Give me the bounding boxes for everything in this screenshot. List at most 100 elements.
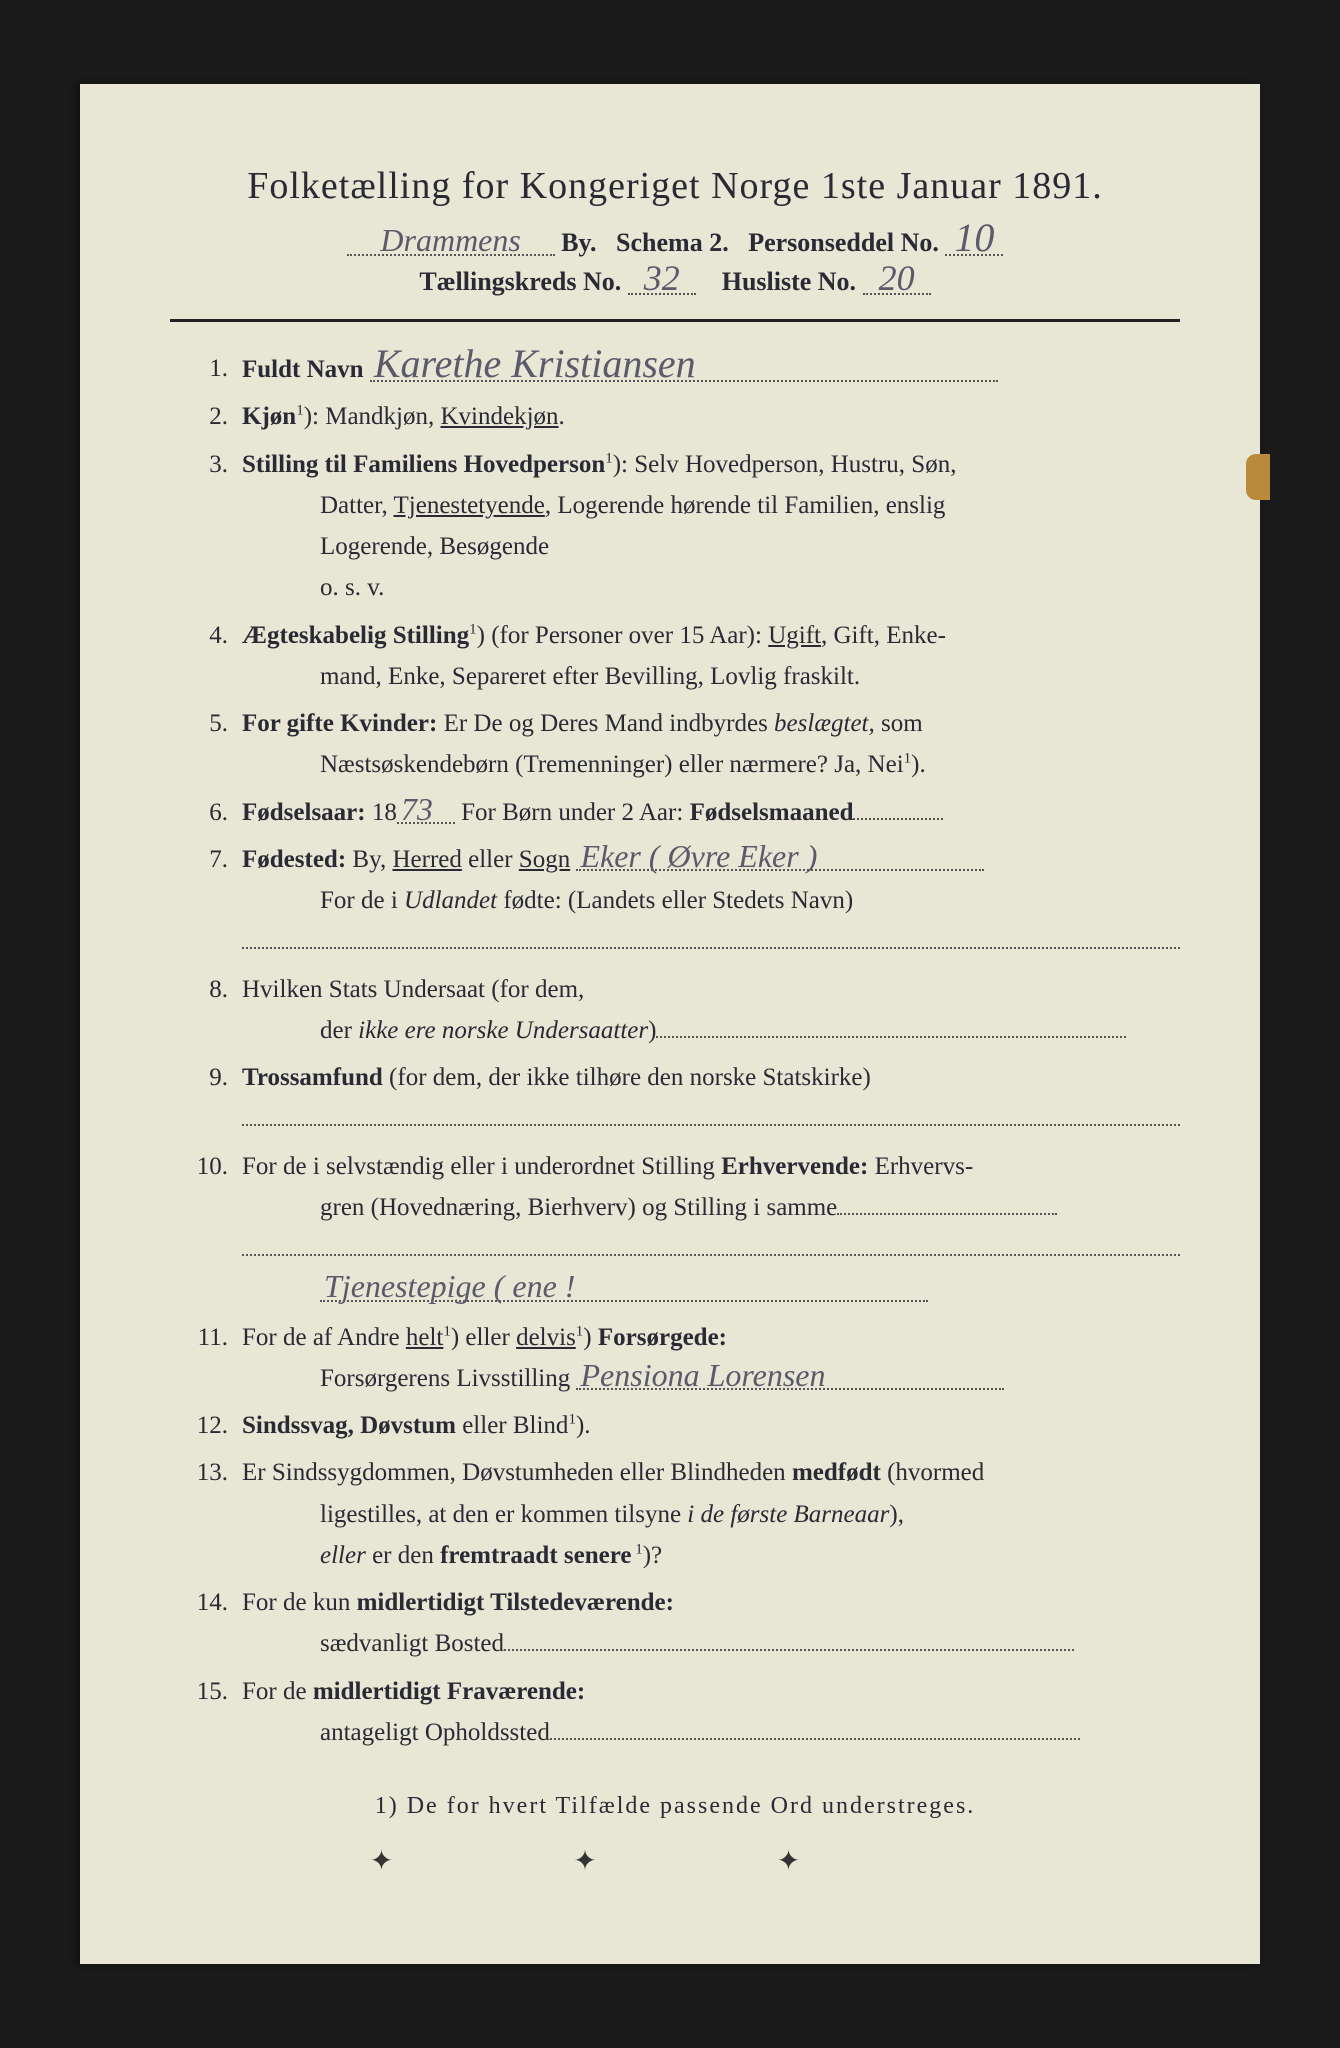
field-label: Fødselsaar:: [242, 799, 366, 826]
indent: eller er den fremtraadt senere 1)?: [320, 1542, 662, 1569]
item-num: 15.: [170, 1671, 242, 1754]
indent: Næstsøskendebørn (Tremenninger) eller næ…: [320, 751, 926, 778]
selected-option: Tjenestetyende: [394, 492, 545, 519]
item-3: 3. Stilling til Familiens Hovedperson1):…: [170, 444, 1180, 609]
item-body: For gifte Kvinder: Er De og Deres Mand i…: [242, 703, 1180, 786]
footnote: 1) De for hvert Tilfælde passende Ord un…: [170, 1793, 1180, 1820]
item-6: 6. Fødselsaar: 1873 For Børn under 2 Aar…: [170, 792, 1180, 833]
item-body: Fødested: By, Herred eller Sogn Eker ( Ø…: [242, 839, 1180, 963]
husliste-label: Husliste No.: [722, 267, 856, 296]
field-label: For gifte Kvinder:: [242, 710, 437, 737]
t: der: [320, 1017, 358, 1044]
item-5: 5. For gifte Kvinder: Er De og Deres Man…: [170, 703, 1180, 786]
t: Næstsøskendebørn (Tremenninger) eller næ…: [320, 751, 904, 778]
t: Erhvervs-: [868, 1153, 973, 1180]
field-label: Trossamfund: [242, 1064, 383, 1091]
t: ligestilles, at den er kommen tilsyne: [320, 1501, 687, 1528]
t: ).: [576, 1412, 591, 1439]
t: ),: [889, 1501, 904, 1528]
item-13: 13. Er Sindssygdommen, Døvstumheden elle…: [170, 1452, 1180, 1576]
field-label: Ægteskabelig Stilling: [242, 622, 469, 649]
sup: 1: [296, 403, 304, 419]
indent: ligestilles, at den er kommen tilsyne i …: [320, 1501, 904, 1528]
t: delvis: [516, 1324, 576, 1351]
field-text: Logerende, Besøgende: [320, 533, 549, 560]
field-text: gren (Hovednæring, Bierhverv) og Stillin…: [320, 1194, 837, 1221]
birthplace-handwritten: Eker ( Øvre Eker ): [576, 844, 984, 872]
item-num: 6.: [170, 792, 242, 833]
t: er den: [366, 1542, 440, 1569]
form-items: 1. Fuldt Navn Karethe Kristiansen 2. Kjø…: [170, 348, 1180, 1753]
dotfill: [837, 1213, 1057, 1215]
t: ).: [911, 751, 926, 778]
sup: 1: [605, 450, 613, 466]
t: For de i selvstændig eller i underordnet…: [242, 1153, 721, 1180]
t: midlertidigt Tilstedeværende:: [357, 1589, 674, 1616]
selected-option: Kvindekjøn: [440, 403, 558, 430]
field-label: Fuldt Navn: [242, 356, 364, 383]
form-title: Folketælling for Kongeriget Norge 1ste J…: [170, 164, 1180, 208]
dotfill: [853, 818, 943, 820]
t: som: [875, 710, 923, 737]
indent: der ikke ere norske Undersaatter): [320, 1017, 656, 1044]
personseddel-no: 10: [945, 222, 1003, 256]
item-num: 13.: [170, 1452, 242, 1576]
item-num: 2.: [170, 396, 242, 437]
item-num: 12.: [170, 1405, 242, 1446]
field-text: Hvilken Stats Undersaat (for dem,: [242, 976, 584, 1003]
t: , Gift, Enke-: [821, 622, 946, 649]
field-label: Sindssvag, Døvstum: [242, 1412, 456, 1439]
item-body: Fuldt Navn Karethe Kristiansen: [242, 348, 1180, 390]
item-num: 5.: [170, 703, 242, 786]
field-label: Fødselsmaaned: [690, 799, 854, 826]
t: helt: [406, 1324, 444, 1351]
item-body: Er Sindssygdommen, Døvstumheden eller Bl…: [242, 1452, 1180, 1576]
name-handwritten: Karethe Kristiansen: [370, 348, 998, 382]
item-body: Sindssvag, Døvstum eller Blind1).: [242, 1405, 1180, 1446]
t: fødte: (Landets eller Stedets Navn): [497, 887, 853, 914]
item-num: 1.: [170, 348, 242, 390]
item-12: 12. Sindssvag, Døvstum eller Blind1).: [170, 1405, 1180, 1446]
t: Er De og Deres Mand indbyrdes: [437, 710, 774, 737]
t: ikke ere norske Undersaatter: [358, 1017, 648, 1044]
field-label: Fødested:: [242, 846, 346, 873]
item-body: Trossamfund (for dem, der ikke tilhøre d…: [242, 1057, 1180, 1140]
item-body: Stilling til Familiens Hovedperson1): Se…: [242, 444, 1180, 609]
t: ): [648, 1017, 656, 1044]
item-2: 2. Kjøn1): Mandkjøn, Kvindekjøn.: [170, 396, 1180, 437]
mark-icon: ✦: [370, 1846, 573, 1877]
item-body: For de af Andre helt1) eller delvis1) Fo…: [242, 1317, 1180, 1400]
t: beslægtet,: [774, 710, 875, 737]
dotfill: [242, 947, 1180, 949]
item-num: 14.: [170, 1582, 242, 1665]
divider-rule: [170, 319, 1180, 322]
t: ) (for Personer over 15 Aar):: [477, 622, 769, 649]
sup: 1: [469, 621, 477, 637]
t: midlertidigt Fraværende:: [313, 1678, 585, 1705]
t: Herred: [392, 846, 461, 873]
item-body: For de kun midlertidigt Tilstedeværende:…: [242, 1582, 1180, 1665]
by-label: By.: [561, 228, 596, 257]
t: eller Blind: [456, 1412, 568, 1439]
t: By,: [346, 846, 392, 873]
field-text: Forsørgerens Livsstilling: [320, 1365, 570, 1392]
t: Erhvervende:: [721, 1153, 868, 1180]
city-handwritten: Drammens: [347, 228, 555, 256]
item-4: 4. Ægteskabelig Stilling1) (for Personer…: [170, 615, 1180, 698]
item-14: 14. For de kun midlertidigt Tilstedevære…: [170, 1582, 1180, 1665]
dotfill: [656, 1036, 1126, 1038]
dotfill: [242, 1254, 1180, 1256]
t: medfødt: [792, 1459, 881, 1486]
item-num: 11.: [170, 1317, 242, 1400]
t: Udlandet: [404, 887, 497, 914]
item-8: 8. Hvilken Stats Undersaat (for dem, der…: [170, 969, 1180, 1052]
field-label: Stilling til Familiens Hovedperson: [242, 451, 605, 478]
t: 18: [366, 799, 397, 826]
item-body: For de i selvstændig eller i underordnet…: [242, 1146, 1180, 1311]
t: )?: [643, 1542, 662, 1569]
husliste-no: 20: [863, 264, 931, 295]
kreds-label: Tællingskreds No.: [419, 267, 621, 296]
schema-label: Schema 2.: [616, 228, 729, 257]
t: Sogn: [519, 846, 570, 873]
selected-option: Ugift: [768, 622, 821, 649]
